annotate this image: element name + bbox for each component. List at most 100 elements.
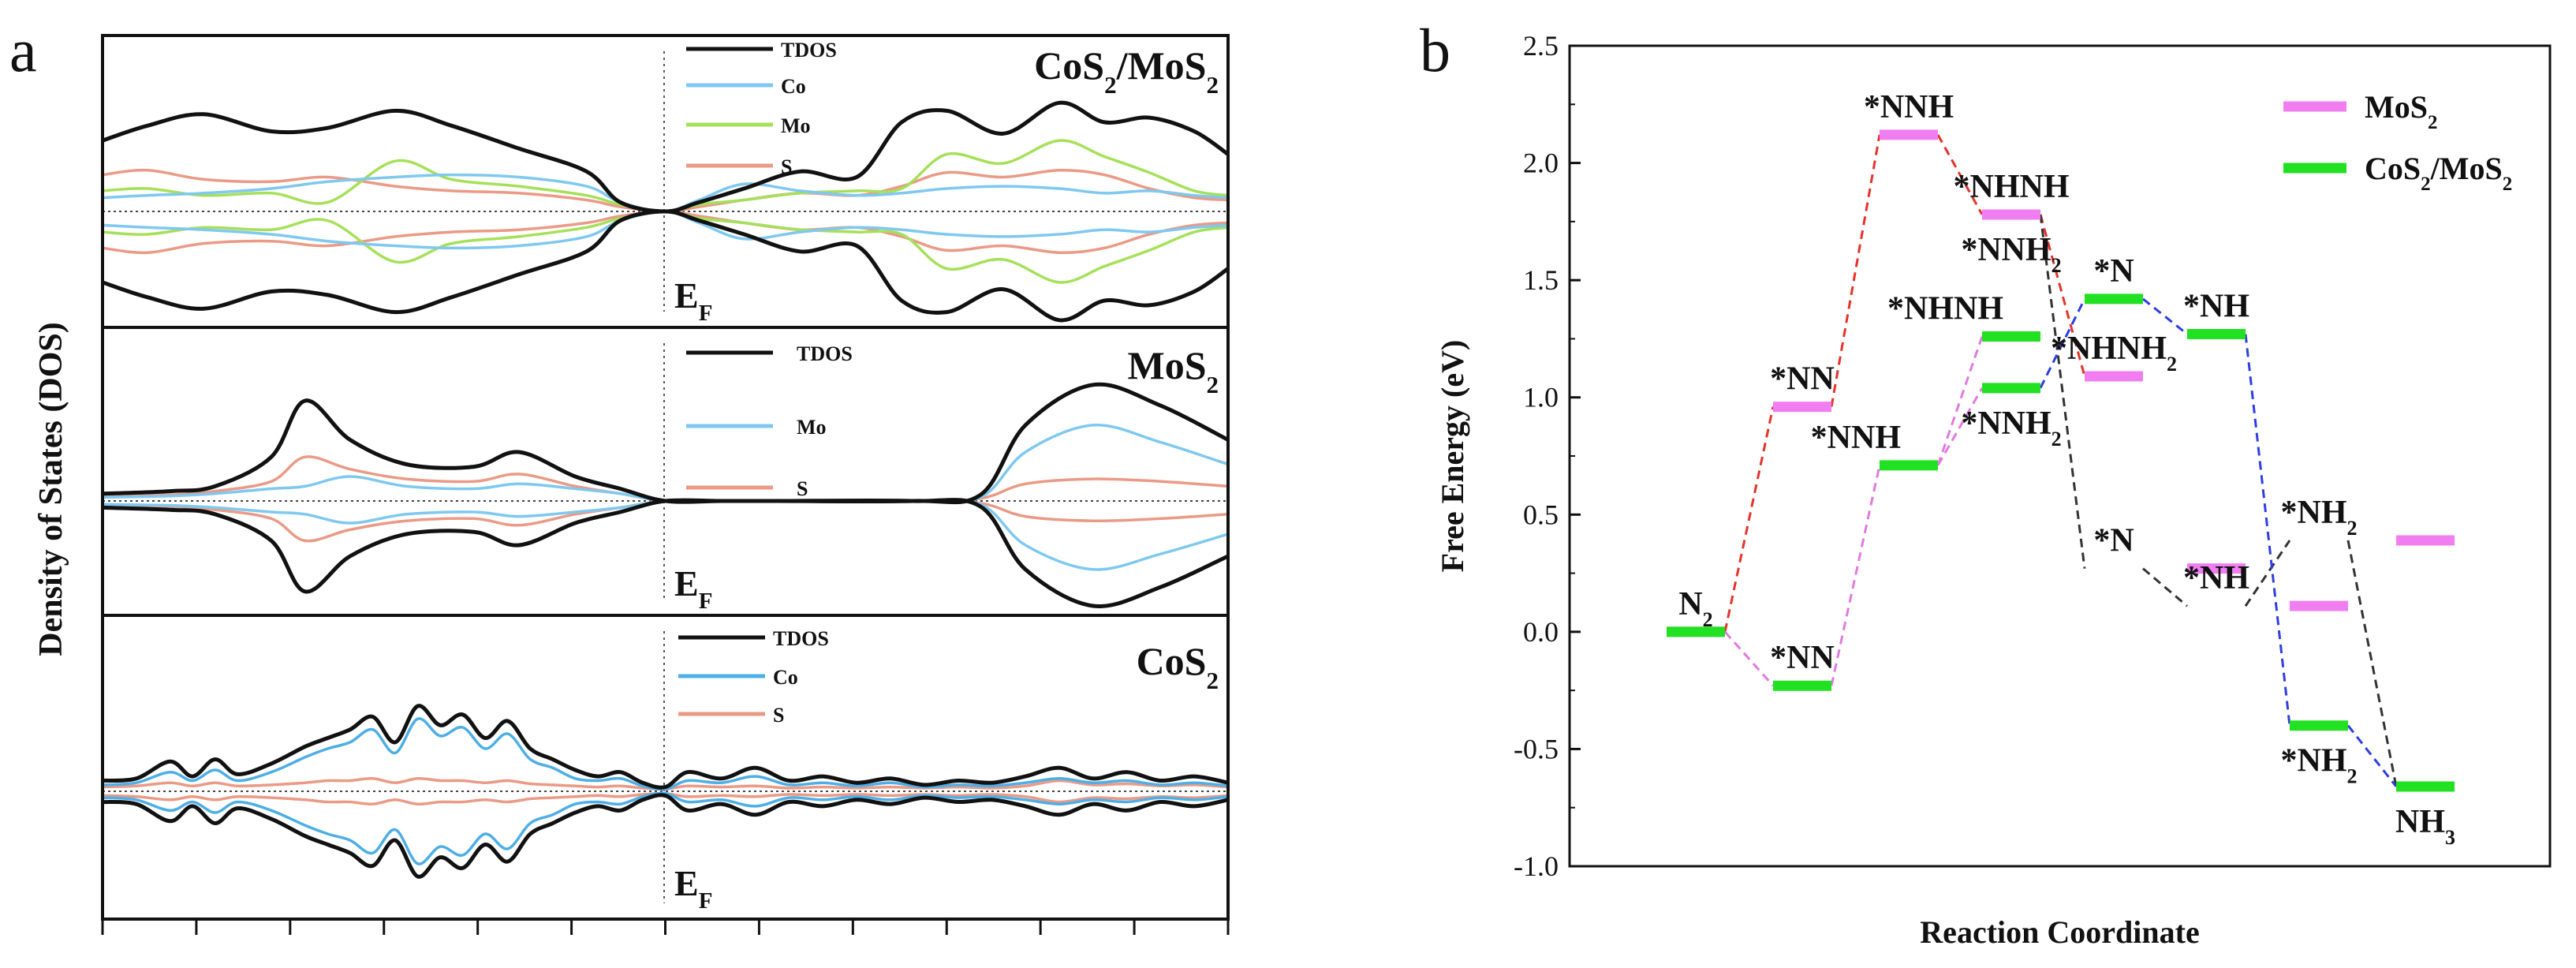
y-tick-label: 0.0 [1523, 616, 1559, 648]
step-connector [1723, 406, 1775, 633]
legend-label-s: S [773, 704, 784, 727]
panel-b-letter: b [1420, 16, 1450, 84]
intermediate-label-part: *NNH [1961, 406, 2051, 442]
fermi-level-label: EF [674, 563, 712, 614]
legend-label-tdos: TDOS [773, 627, 829, 650]
y-tick-label: 2.5 [1523, 30, 1559, 62]
y-tick-label: -0.5 [1514, 733, 1559, 764]
y-tick-label: -1.0 [1514, 850, 1559, 882]
intermediate-label: *N [2093, 253, 2134, 290]
intermediate-label: *NHNH2 [2051, 331, 2177, 376]
dos-series-s-spin-up [102, 455, 1229, 503]
intermediate-label-part: 2 [2167, 352, 2177, 375]
fermi-level-label: EF [674, 275, 712, 326]
dos-series-co-spin-up [102, 717, 1229, 791]
panel-b: b 2.5 2.0 1.5 1.0 0.5 0.0 -0.5 -1.0 Free Energy … [1420, 16, 2552, 950]
intermediate-label: *N [2093, 523, 2134, 559]
intermediate-label: *NNH2 [1961, 232, 2061, 277]
step-connector [2039, 214, 2086, 569]
intermediate-label-part: 3 [2445, 825, 2455, 848]
panel-title-part: 2 [1207, 71, 1219, 99]
intermediate-label: NH3 [2395, 804, 2455, 849]
legend-label-cos2-mos2-part: 2 [2503, 174, 2513, 195]
intermediate-label-part: *NNH [1811, 420, 1901, 456]
intermediate-label-part: *NH [2183, 288, 2249, 324]
fermi-level-label-part: F [699, 301, 713, 326]
intermediate-label-part: NH [2395, 804, 2445, 840]
legend-label-cos2-mos2-part: 2 [2421, 174, 2431, 195]
legend-label-cos2-mos2-part: /MoS [2430, 151, 2503, 186]
intermediate-label-part: *NH [2281, 495, 2347, 531]
intermediate-label-part: *NHNH [1887, 290, 2003, 327]
y-tick-label: 1.5 [1523, 264, 1559, 296]
legend-label-s: S [781, 155, 792, 178]
y-tick-label: 2.0 [1523, 148, 1559, 179]
panel-title: CoS2 [1137, 639, 1219, 694]
fermi-level-label-part: E [674, 275, 699, 316]
intermediate-label-part: *NH [2183, 560, 2249, 596]
legend-label-s: S [797, 477, 808, 500]
dos-series-s-spin-down [102, 499, 1229, 543]
fermi-level-label-part: E [674, 863, 699, 903]
intermediate-label-part: *NH [2281, 743, 2347, 779]
intermediate-label-part: *N [2093, 253, 2134, 290]
panel-a-y-axis-label: Density of States (DOS) [33, 322, 69, 656]
dos-series-s-spin-down [102, 210, 1229, 255]
legend-label-tdos: TDOS [797, 342, 853, 365]
intermediate-label-part: 2 [2347, 764, 2358, 787]
panel-title-part: 2 [1104, 71, 1117, 99]
fermi-level-label: EF [674, 863, 712, 914]
x-axis-label: Reaction Coordinate [1920, 914, 2199, 950]
dos-series-tdos-spin-down [102, 793, 1229, 879]
dos-series-tdos-spin-up [102, 704, 1229, 790]
legend-label-mos2: MoS2 [2365, 89, 2438, 133]
intermediate-label: *NNH [1811, 420, 1901, 456]
dos-series-tdos-spin-up [102, 100, 1230, 214]
dos-series-mo-spin-down [102, 210, 1229, 284]
step-connector [2039, 298, 2086, 389]
intermediate-label-part: *NNH [1864, 89, 1954, 125]
legend-label-mos2-part: MoS [2365, 89, 2428, 125]
intermediate-label-part: 2 [1703, 607, 1713, 630]
panel-a-letter: a [9, 16, 37, 84]
panel-title-part: 2 [1207, 667, 1219, 694]
legend-label-mos2-part: 2 [2428, 112, 2438, 133]
intermediate-label-part: 2 [2347, 516, 2358, 539]
step-connector [2346, 540, 2398, 787]
dos-series-tdos-spin-down [102, 498, 1230, 609]
dos-series-mo-spin-up [102, 424, 1229, 504]
dos-series-mo-spin-up [102, 139, 1229, 213]
legend-label-co: Co [781, 75, 806, 98]
y-tick-label: 1.0 [1523, 382, 1559, 413]
intermediate-label-part: 2 [2051, 253, 2062, 276]
step-connector [2244, 334, 2291, 726]
legend-label-cos2-mos2: CoS2/MoS2 [2365, 151, 2512, 195]
intermediate-label-part: *NNH [1961, 232, 2051, 268]
intermediate-label: *NH [2183, 288, 2249, 324]
intermediate-label: *NHNH [1887, 290, 2003, 327]
intermediate-label: *NN [1770, 640, 1835, 676]
panel-title: CoS2/MoS2 [1034, 43, 1219, 99]
dos-series-tdos-spin-down [102, 209, 1230, 323]
step-connector [2142, 567, 2188, 607]
panel-title-part: CoS [1137, 639, 1207, 683]
step-connector [1723, 630, 1775, 687]
intermediate-label: N2 [1678, 586, 1712, 631]
panel-a: a Density of States (DOS) TDOSCoMoSCoS2/… [9, 16, 1230, 935]
intermediate-label: *NH2 [2281, 495, 2358, 540]
legend-label-tdos: TDOS [781, 39, 837, 62]
dos-series-co-spin-down [102, 791, 1229, 865]
step-connector [1830, 465, 1881, 686]
intermediate-label-part: *NN [1770, 361, 1835, 398]
dos-series-mo-spin-down [102, 499, 1229, 571]
y-tick-label: 0.5 [1523, 499, 1559, 530]
dos-series-tdos-spin-up [102, 382, 1230, 505]
intermediate-label: *NN [1770, 361, 1835, 398]
step-connector [2142, 297, 2188, 335]
panel-title-part: /MoS [1116, 43, 1207, 88]
y-axis-label: Free Energy (eV) [1435, 340, 1470, 573]
dos-series-s-spin-up [102, 777, 1229, 791]
